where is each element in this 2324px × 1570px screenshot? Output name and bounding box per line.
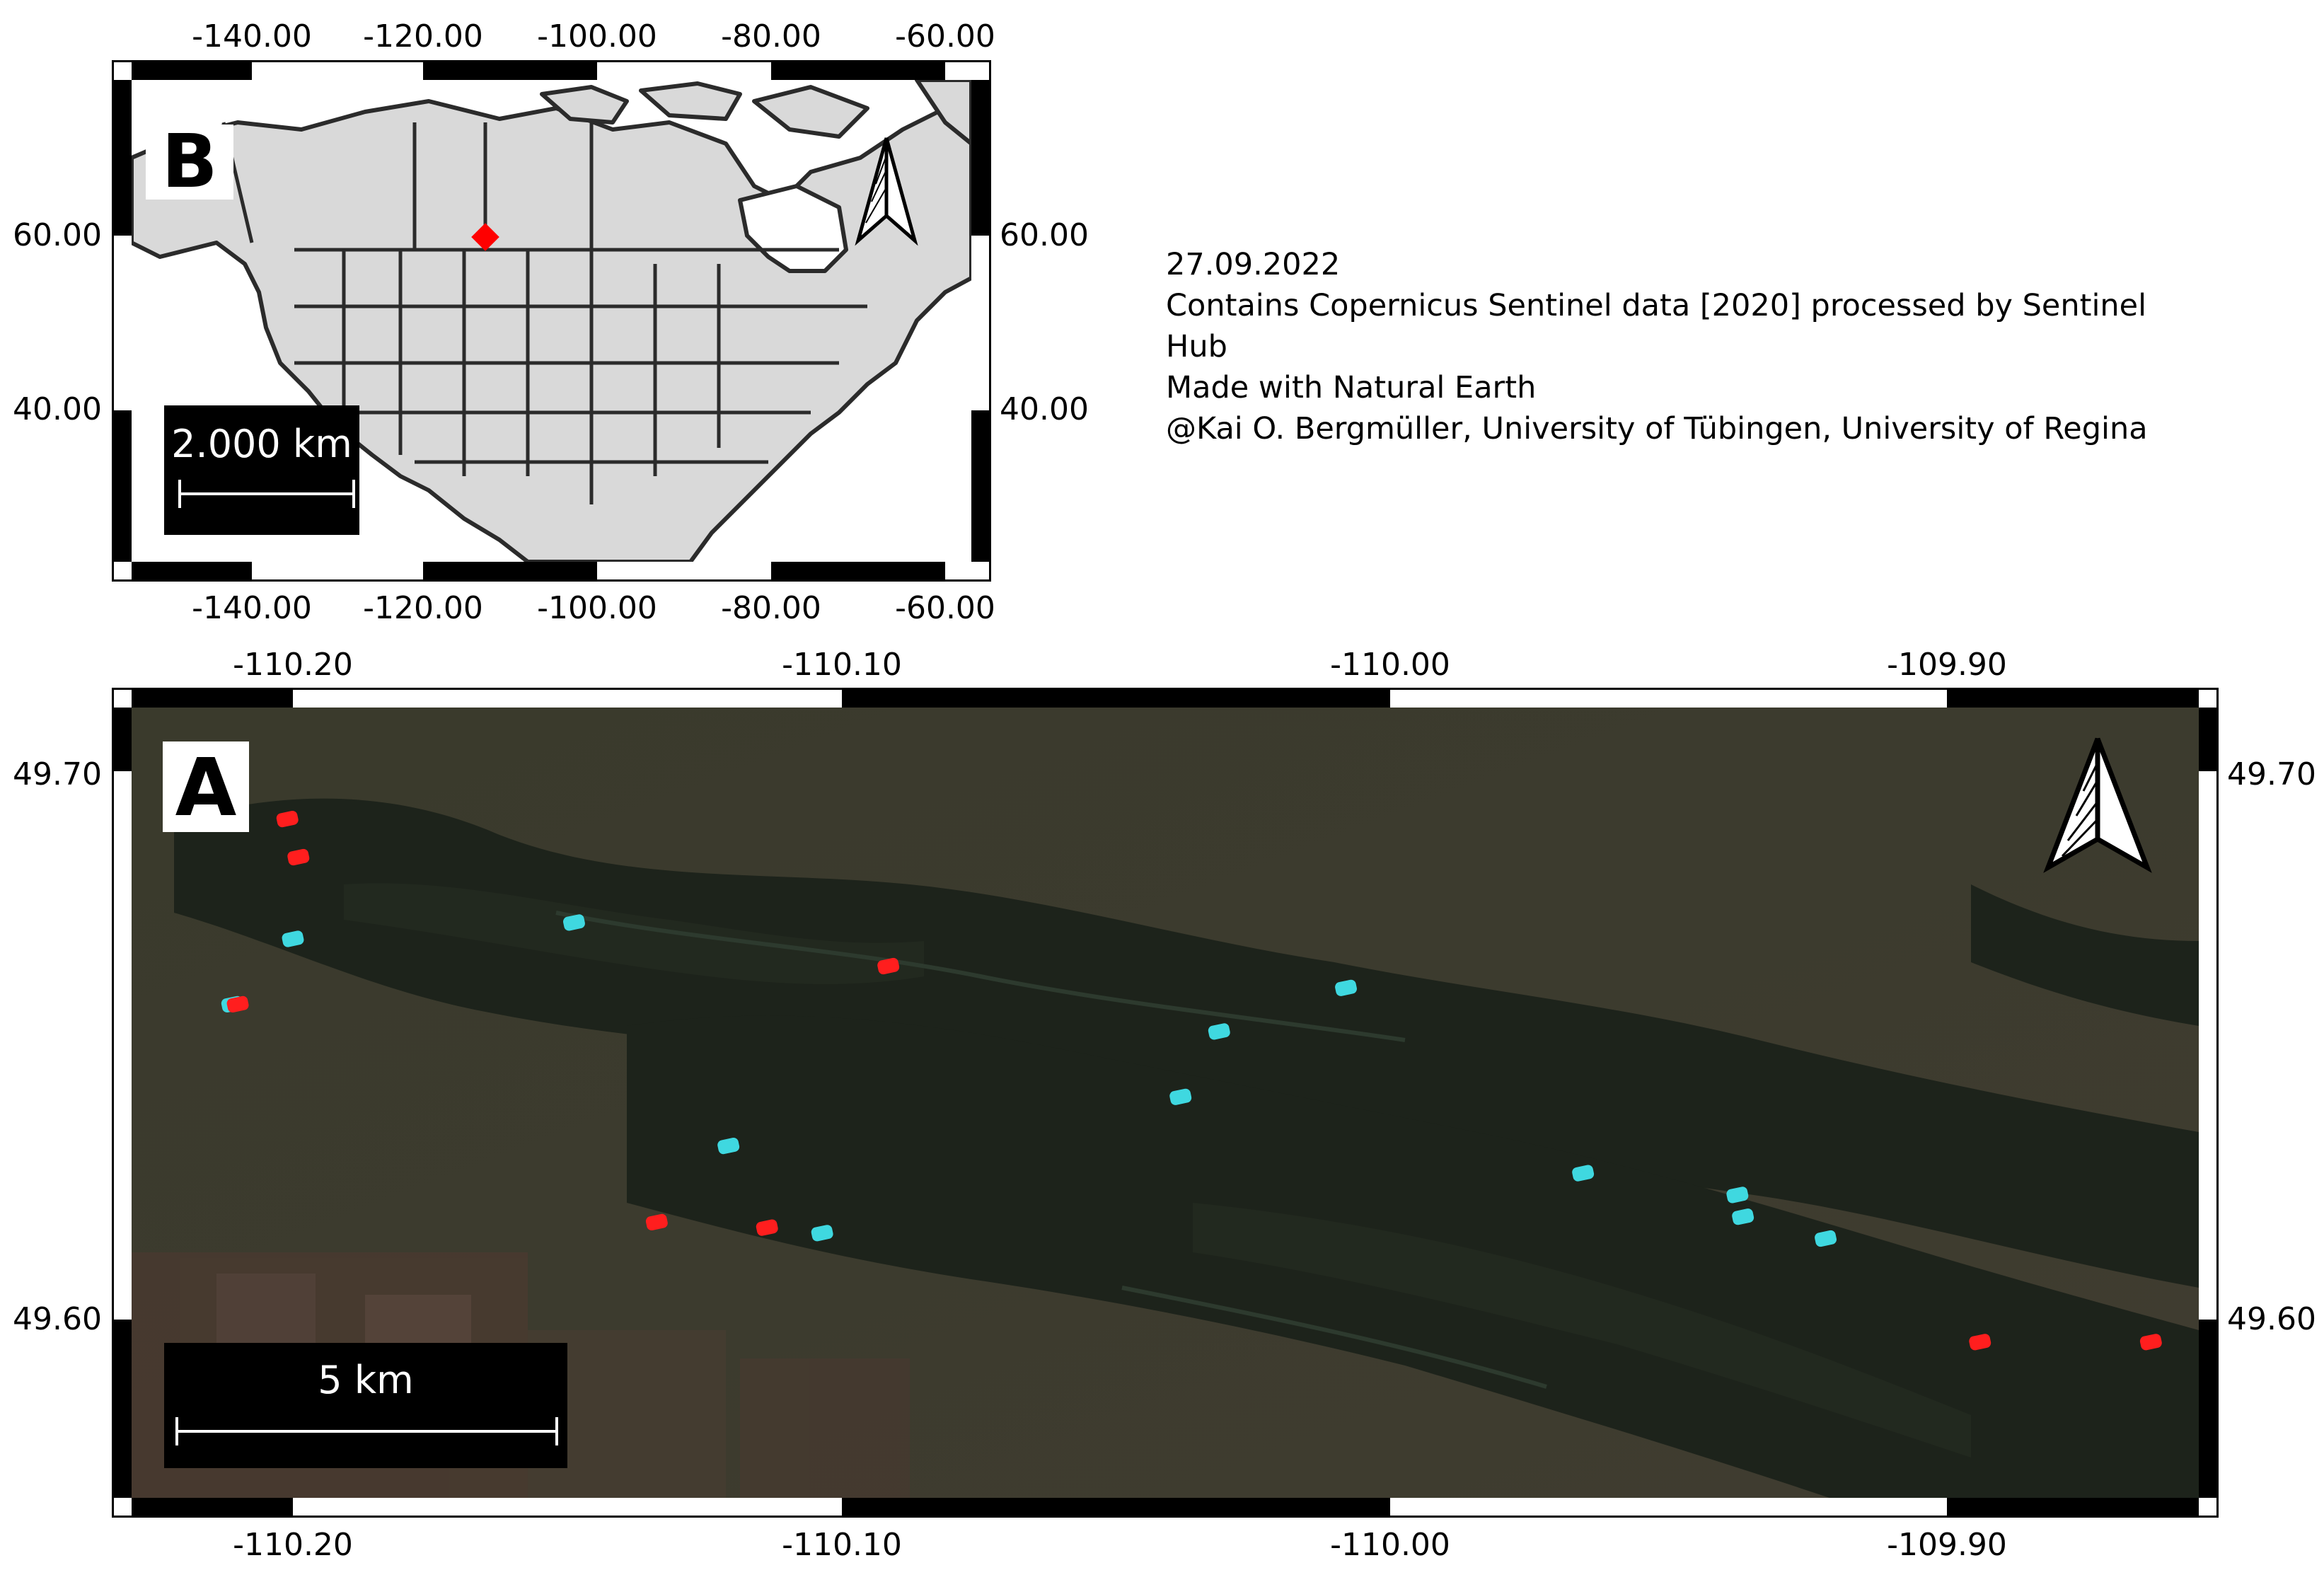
red-site-marker	[645, 1213, 668, 1230]
main-scale-ruler	[175, 1417, 558, 1445]
inset-border-left-1	[112, 80, 132, 236]
main-border-top-1	[132, 688, 293, 708]
red-site-marker	[276, 811, 299, 828]
inset-scale-label: 2.000 km	[171, 422, 352, 466]
inset-border-right-2	[971, 410, 991, 562]
cyan-site-marker	[811, 1225, 833, 1242]
inset-top-lon-label: -100.00	[537, 18, 657, 54]
inset-right-lat-label: 60.00	[1000, 217, 1089, 253]
inset-border-bottom-1	[132, 562, 252, 582]
inset-border-top-2	[423, 60, 597, 80]
inset-top-lon-label: -80.00	[721, 18, 821, 54]
cyan-site-marker	[1726, 1187, 1749, 1204]
main-right-lat-label: 49.60	[2227, 1301, 2316, 1337]
inset-map-canvas	[132, 80, 971, 562]
inset-bottom-lon-label: -100.00	[537, 590, 657, 626]
admin-borders	[221, 122, 867, 504]
north-arrow-icon	[855, 137, 918, 246]
main-left-lat-label: 49.70	[13, 756, 102, 792]
inset-top-lon-label: -120.00	[363, 18, 483, 54]
main-bottom-lon-label: -110.10	[782, 1527, 902, 1563]
cyan-site-marker	[1335, 979, 1357, 996]
main-border-left-2	[112, 1320, 132, 1498]
main-bottom-lon-label: -110.00	[1330, 1527, 1450, 1563]
attribution-date: 27.09.2022	[1166, 247, 1341, 282]
cyan-site-marker	[1572, 1165, 1595, 1182]
inset-border-top-3	[771, 60, 945, 80]
cyan-site-marker	[563, 914, 585, 931]
inset-bottom-lon-label: -120.00	[363, 590, 483, 626]
forest-texture	[344, 883, 1971, 1458]
creeks	[555, 911, 1547, 1389]
cyan-site-marker	[1169, 1088, 1192, 1105]
main-panel-label: A	[163, 741, 249, 832]
red-site-marker	[2139, 1334, 2162, 1351]
inset-left-lat-label: 60.00	[13, 217, 102, 253]
study-area-marker	[471, 223, 499, 251]
main-left-lat-label: 49.60	[13, 1301, 102, 1337]
inset-right-lat-label: 40.00	[1000, 391, 1089, 427]
inset-border-right-1	[971, 80, 991, 236]
cyan-site-marker	[1208, 1023, 1230, 1040]
main-top-lon-label: -110.20	[233, 647, 353, 683]
red-site-marker	[226, 995, 249, 1012]
main-border-bottom-3	[1947, 1498, 2199, 1518]
attribution-line: @Kai O. Bergmüller, University of Tübing…	[1166, 411, 2148, 446]
main-right-lat-label: 49.70	[2227, 756, 2316, 792]
inset-scale-bar: 2.000 km	[164, 405, 359, 535]
inset-border-bottom-2	[423, 562, 597, 582]
inset-scale-ruler	[178, 480, 355, 508]
main-border-bottom-2	[842, 1498, 1390, 1518]
inset-panel-label: B	[146, 125, 233, 200]
attribution-line: Hub	[1166, 329, 1227, 364]
main-border-right-2	[2199, 1320, 2219, 1498]
inset-bottom-lon-label: -60.00	[895, 590, 995, 626]
main-border-bottom-1	[132, 1498, 293, 1518]
inset-bottom-lon-label: -80.00	[721, 590, 821, 626]
red-site-marker	[877, 957, 900, 975]
main-top-lon-label: -110.00	[1330, 647, 1450, 683]
cyan-site-marker	[282, 930, 304, 947]
main-bottom-lon-label: -109.90	[1887, 1527, 2007, 1563]
attribution-line: Made with Natural Earth	[1166, 370, 1537, 405]
cyan-site-marker	[1732, 1208, 1754, 1225]
main-top-lon-label: -109.90	[1887, 647, 2007, 683]
inset-top-lon-label: -60.00	[895, 18, 995, 54]
inset-bottom-lon-label: -140.00	[192, 590, 312, 626]
red-sites	[226, 811, 2162, 1351]
cyan-site-marker	[717, 1138, 740, 1155]
red-site-marker	[287, 848, 310, 866]
attribution-line: Contains Copernicus Sentinel data [2020]…	[1166, 288, 2147, 323]
main-scale-bar: 5 km	[164, 1343, 567, 1468]
inset-left-lat-label: 40.00	[13, 391, 102, 427]
main-border-top-3	[1947, 688, 2199, 708]
main-border-left-1	[112, 708, 132, 771]
main-border-right-1	[2199, 708, 2219, 771]
north-arrow-icon	[2043, 737, 2152, 873]
cyan-site-marker	[1815, 1230, 1837, 1247]
inset-top-lon-label: -140.00	[192, 18, 312, 54]
main-bottom-lon-label: -110.20	[233, 1527, 353, 1563]
main-top-lon-label: -110.10	[782, 647, 902, 683]
red-site-marker	[1969, 1334, 1991, 1351]
main-border-top-2	[842, 688, 1390, 708]
inset-border-left-2	[112, 410, 132, 562]
inset-border-top-1	[132, 60, 252, 80]
attribution-block: 27.09.2022 Contains Copernicus Sentinel …	[1166, 244, 2148, 449]
red-site-marker	[756, 1219, 778, 1236]
main-scale-label: 5 km	[318, 1358, 414, 1402]
inset-border-bottom-3	[771, 562, 945, 582]
